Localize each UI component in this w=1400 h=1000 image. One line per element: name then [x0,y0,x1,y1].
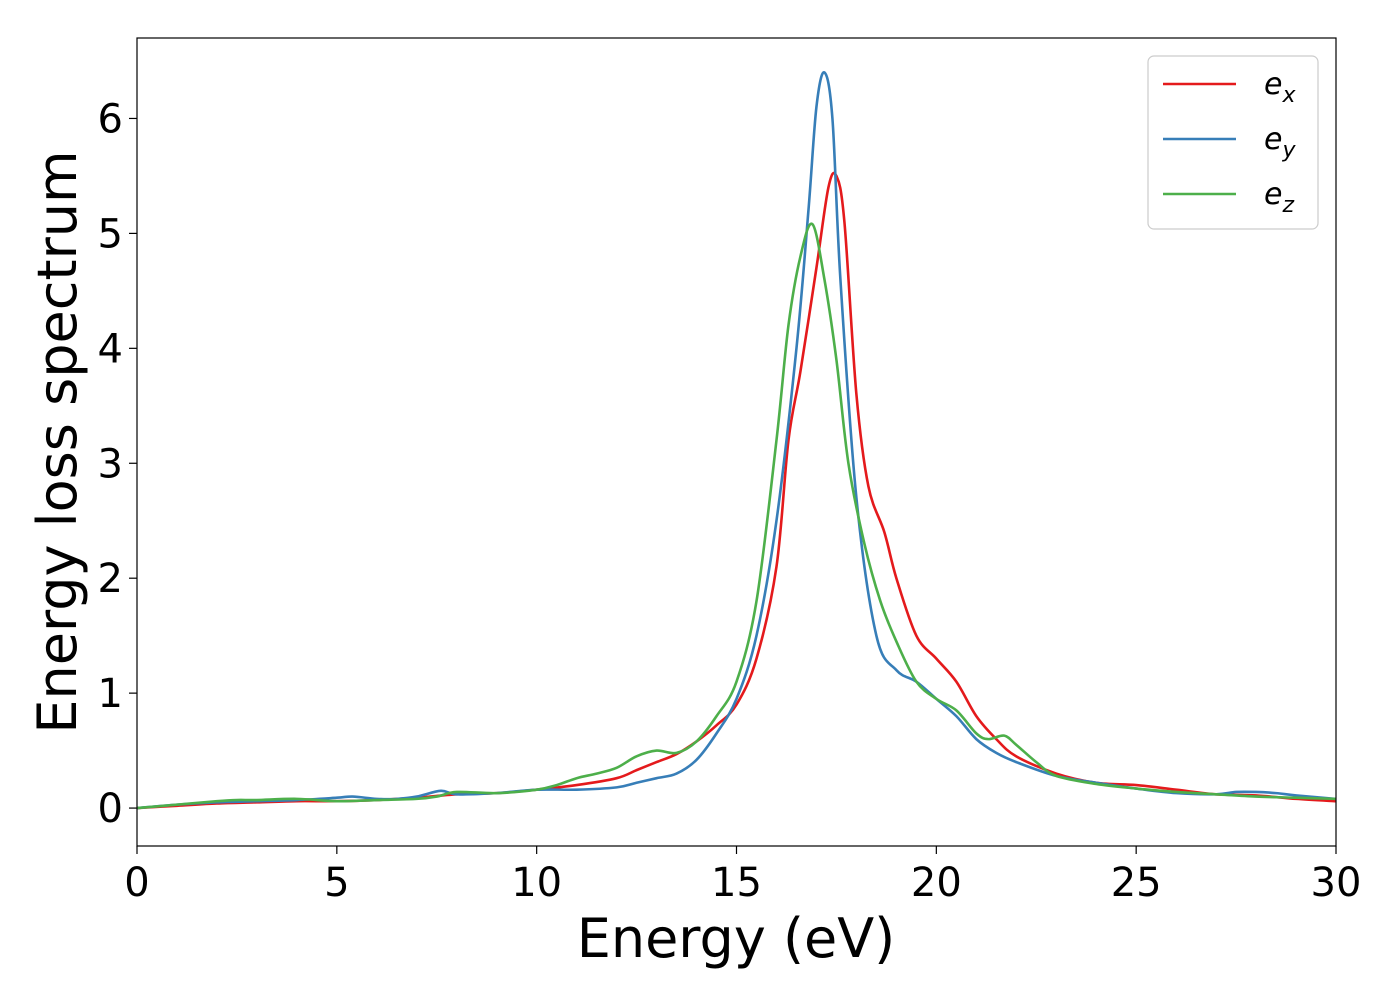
y-tick-label: 6 [98,96,123,142]
y-axis-label: Energy loss spectrum [26,150,89,733]
legend-label-z: ez [1264,177,1294,218]
y-tick-label: 4 [98,326,123,372]
x-tick-label: 20 [911,860,962,906]
x-axis-label: Energy (eV) [577,907,896,970]
x-tick-label: 25 [1111,860,1162,906]
legend-box [1147,55,1319,230]
y-tick-label: 0 [98,786,123,832]
y-axis: 0 1 2 3 4 5 6 [98,96,137,832]
series-layer [137,71,1336,810]
series-line-x [137,171,1336,810]
x-tick-label: 0 [124,860,149,906]
x-axis: 0 5 10 15 20 25 30 [124,846,1361,906]
y-tick-label: 5 [98,211,123,257]
legend-label-x: ex [1264,67,1296,108]
x-tick-label: 30 [1311,860,1362,906]
x-tick-label: 5 [324,860,349,906]
series-line-z [137,222,1336,810]
x-tick-label: 10 [511,860,562,906]
y-tick-label: 3 [98,441,123,487]
y-tick-label: 1 [98,671,123,717]
legend-label-y: ey [1264,122,1296,163]
x-tick-label: 15 [711,860,762,906]
legend: ex ey ez [1147,55,1319,230]
y-tick-label: 2 [98,556,123,602]
